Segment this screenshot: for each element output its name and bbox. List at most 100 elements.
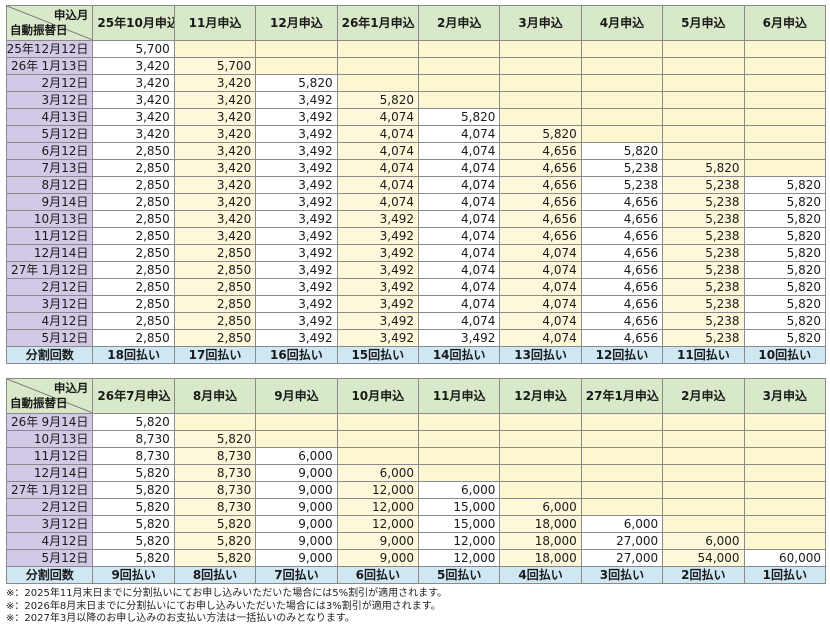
amount-cell: 3,492	[255, 244, 338, 262]
amount-cell: 9,000	[255, 532, 338, 550]
debit-date-cell: 26年 9月14日	[5, 413, 94, 431]
amount-cell: 8,730	[92, 447, 175, 465]
amount-cell	[743, 40, 827, 58]
debit-date-label: 5月12日	[11, 550, 89, 566]
month-header: 3月申込	[743, 378, 827, 414]
debit-date-label: 4月13日	[11, 110, 89, 125]
debit-date: 5月12日	[41, 550, 89, 565]
debit-date-cell: 4月13日	[5, 108, 94, 126]
installment-count: 14回払い	[417, 346, 501, 364]
amount-cell: 3,492	[336, 312, 419, 330]
amount-cell	[255, 57, 338, 75]
amount-cell: 3,492	[336, 329, 419, 347]
installment-count: 1回払い	[743, 566, 827, 584]
payment-schedule-table-1: 申込月 自動振替日 25年10月申込 11月申込 12月申込 26年1月申込 2月申込 3月申…	[5, 5, 827, 364]
schedule-row: 3月12日 3,420 3,420 3,492 5,820	[5, 91, 827, 109]
amount-cell	[499, 40, 582, 58]
schedule-row: 12月14日 2,850 2,850 3,492 3,492 4,074 4,074 4,65…	[5, 244, 827, 262]
schedule-row: 2月12日 5,820 8,730 9,000 12,000 15,000 6,000	[5, 498, 827, 516]
schedule-row: 4月13日 3,420 3,420 3,492 4,074 5,820	[5, 108, 827, 126]
amount-cell: 12,000	[336, 515, 419, 533]
amount-cell: 4,656	[499, 210, 582, 228]
amount-cell: 3,420	[92, 57, 175, 75]
debit-year: 27年	[11, 262, 39, 277]
amount-cell: 3,492	[255, 278, 338, 296]
month-header: 9月申込	[255, 378, 338, 414]
amount-cell: 3,420	[173, 142, 257, 160]
month-header: 5月申込	[662, 5, 745, 41]
debit-date-cell: 12月14日	[5, 464, 94, 482]
amount-cell: 54,000	[662, 549, 745, 567]
installment-count: 17回払い	[173, 346, 257, 364]
corner-label-month: 申込月	[53, 381, 89, 395]
schedule-row: 5月12日 5,820 5,820 9,000 9,000 12,000 18,000 27,…	[5, 549, 827, 567]
amount-cell: 3,492	[336, 227, 419, 245]
amount-cell	[743, 464, 827, 482]
amount-cell	[417, 74, 501, 92]
amount-cell	[662, 413, 745, 431]
schedule-row: 27年 1月12日 2,850 2,850 3,492 3,492 4,074 4,074 4,…	[5, 261, 827, 279]
month-header: 26年1月申込	[336, 5, 419, 41]
amount-cell	[580, 108, 664, 126]
amount-cell: 5,820	[173, 430, 257, 448]
amount-cell: 5,238	[662, 278, 745, 296]
amount-cell: 5,820	[92, 413, 175, 431]
header-row: 申込月 自動振替日 26年7月申込 8月申込 9月申込 10月申込 11月申込 12月申込 27…	[5, 378, 827, 414]
amount-cell: 2,850	[173, 312, 257, 330]
amount-cell: 60,000	[743, 549, 827, 567]
amount-cell	[255, 40, 338, 58]
amount-cell: 5,238	[662, 312, 745, 330]
amount-cell: 4,656	[580, 295, 664, 313]
debit-date: 3月12日	[41, 296, 89, 311]
debit-date-label: 26年 9月14日	[11, 415, 88, 430]
amount-cell: 4,074	[336, 159, 419, 177]
amount-cell: 5,238	[580, 159, 664, 177]
amount-cell: 4,656	[580, 312, 664, 330]
debit-date-label: 7月13日	[11, 161, 89, 176]
amount-cell: 12,000	[417, 532, 501, 550]
amount-cell: 15,000	[417, 498, 501, 516]
amount-cell: 2,850	[92, 159, 175, 177]
month-header: 12月申込	[255, 5, 338, 41]
amount-cell: 2,850	[92, 142, 175, 160]
amount-cell: 5,820	[743, 227, 827, 245]
schedule-row: 8月12日 2,850 3,420 3,492 4,074 4,074 4,656 5,238…	[5, 176, 827, 194]
amount-cell: 3,492	[255, 227, 338, 245]
amount-cell	[336, 430, 419, 448]
amount-cell: 2,850	[173, 295, 257, 313]
amount-cell: 5,820	[743, 295, 827, 313]
debit-date: 10月13日	[33, 431, 89, 446]
footnote: ※：2027年3月以降のお申し込みのお支払い方法は一括払いのみとなります。	[6, 613, 355, 624]
debit-date-cell: 2月12日	[5, 74, 94, 92]
schedule-row: 5月12日 3,420 3,420 3,492 4,074 4,074 5,820	[5, 125, 827, 143]
amount-cell: 4,656	[580, 210, 664, 228]
amount-cell: 3,492	[417, 329, 501, 347]
footnotes: ※：2025年11月末日までに分割払いにてお申し込みいただいた場合には5%割引が…	[6, 588, 447, 626]
diagonal-line	[7, 6, 92, 40]
amount-cell: 9,000	[255, 481, 338, 499]
amount-cell: 5,238	[662, 244, 745, 262]
amount-cell: 4,074	[417, 278, 501, 296]
amount-cell: 3,420	[173, 74, 257, 92]
amount-cell: 2,850	[173, 261, 257, 279]
amount-cell: 3,492	[336, 261, 419, 279]
amount-cell: 3,420	[173, 108, 257, 126]
amount-cell: 3,492	[255, 159, 338, 177]
amount-cell: 8,730	[92, 430, 175, 448]
amount-cell	[336, 413, 419, 431]
amount-cell	[499, 481, 582, 499]
amount-cell	[580, 498, 664, 516]
installments-label: 分割回数	[5, 346, 94, 364]
debit-date: 9月14日	[41, 194, 89, 209]
debit-date: 4月12日	[41, 533, 89, 548]
amount-cell: 8,730	[173, 498, 257, 516]
footnote: ※：2026年8月末日までに分割払いにてお申し込みいただいた場合には3%割引が適…	[6, 600, 441, 612]
debit-date-cell: 3月12日	[5, 295, 94, 313]
amount-cell: 5,820	[743, 278, 827, 296]
amount-cell: 5,238	[662, 295, 745, 313]
debit-date-label: 2月12日	[11, 76, 89, 91]
amount-cell: 2,850	[173, 329, 257, 347]
amount-cell: 3,420	[173, 125, 257, 143]
amount-cell: 8,730	[173, 447, 257, 465]
debit-date-cell: 4月12日	[5, 532, 94, 550]
